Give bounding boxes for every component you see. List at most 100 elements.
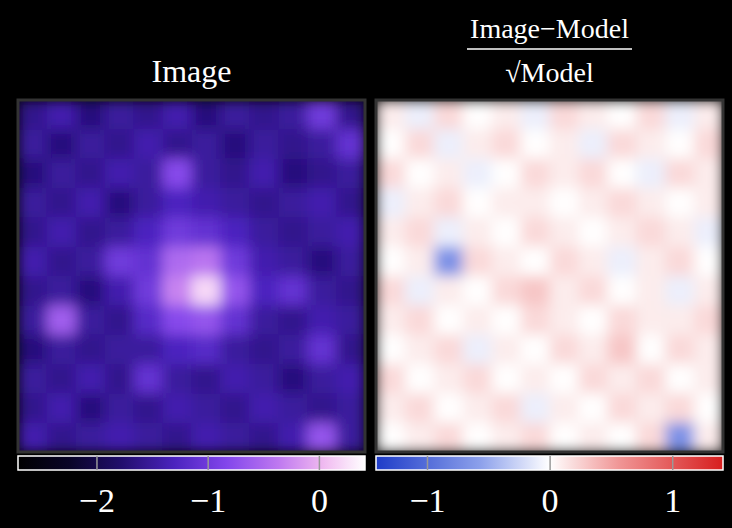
cell bbox=[134, 159, 164, 189]
cell bbox=[463, 188, 493, 218]
cell bbox=[492, 129, 522, 159]
cell bbox=[434, 159, 464, 189]
cell bbox=[434, 129, 464, 159]
cell bbox=[434, 335, 464, 365]
cell bbox=[665, 364, 695, 394]
cell bbox=[220, 188, 250, 218]
cell bbox=[492, 276, 522, 306]
cell bbox=[521, 217, 551, 247]
cell bbox=[492, 159, 522, 189]
cell bbox=[163, 217, 193, 247]
cell bbox=[550, 188, 580, 218]
cell bbox=[578, 335, 608, 365]
cell bbox=[694, 100, 723, 130]
cell bbox=[336, 393, 365, 423]
cell bbox=[278, 247, 308, 277]
cell bbox=[376, 129, 406, 159]
cell bbox=[278, 188, 308, 218]
cell bbox=[307, 276, 337, 306]
cell bbox=[192, 217, 222, 247]
cell bbox=[434, 364, 464, 394]
cell bbox=[76, 188, 106, 218]
cell bbox=[76, 423, 106, 452]
cell bbox=[307, 335, 337, 365]
cell bbox=[307, 364, 337, 394]
cell bbox=[336, 129, 365, 159]
cell bbox=[492, 188, 522, 218]
cell bbox=[192, 247, 222, 277]
cell bbox=[307, 159, 337, 189]
cell bbox=[220, 423, 250, 452]
cell bbox=[134, 393, 164, 423]
cell bbox=[278, 100, 308, 130]
cell bbox=[163, 364, 193, 394]
cell bbox=[163, 423, 193, 452]
cell bbox=[578, 247, 608, 277]
cell bbox=[434, 393, 464, 423]
cell bbox=[434, 247, 464, 277]
cell bbox=[607, 188, 637, 218]
cell bbox=[521, 100, 551, 130]
cell bbox=[134, 305, 164, 335]
cell bbox=[105, 100, 135, 130]
cell bbox=[434, 276, 464, 306]
panel-title: Image bbox=[152, 53, 232, 89]
cell bbox=[376, 305, 406, 335]
cell bbox=[405, 217, 435, 247]
cell bbox=[521, 335, 551, 365]
cell bbox=[220, 335, 250, 365]
cell bbox=[492, 423, 522, 452]
cell bbox=[278, 276, 308, 306]
cell bbox=[492, 393, 522, 423]
cell bbox=[278, 217, 308, 247]
cell bbox=[192, 100, 222, 130]
colorbar-tick bbox=[672, 456, 674, 470]
cell bbox=[192, 129, 222, 159]
cell bbox=[665, 217, 695, 247]
cell bbox=[307, 188, 337, 218]
cell bbox=[220, 217, 250, 247]
cell bbox=[550, 129, 580, 159]
cell bbox=[492, 247, 522, 277]
cell bbox=[376, 335, 406, 365]
cell bbox=[220, 100, 250, 130]
cell bbox=[492, 335, 522, 365]
cell bbox=[636, 100, 666, 130]
cell bbox=[47, 159, 77, 189]
cell bbox=[220, 276, 250, 306]
cell bbox=[105, 129, 135, 159]
cell bbox=[134, 423, 164, 452]
cell bbox=[192, 188, 222, 218]
cell bbox=[278, 159, 308, 189]
cell bbox=[105, 159, 135, 189]
cell bbox=[463, 247, 493, 277]
cell bbox=[550, 159, 580, 189]
cell bbox=[578, 100, 608, 130]
cell bbox=[463, 100, 493, 130]
cell bbox=[434, 217, 464, 247]
cell bbox=[607, 129, 637, 159]
colorbar-tick bbox=[427, 456, 429, 470]
cell bbox=[249, 423, 279, 452]
cell bbox=[163, 335, 193, 365]
cell bbox=[192, 305, 222, 335]
cell bbox=[463, 129, 493, 159]
cell bbox=[665, 188, 695, 218]
cell bbox=[307, 100, 337, 130]
cell bbox=[105, 364, 135, 394]
cell bbox=[405, 335, 435, 365]
cell bbox=[636, 305, 666, 335]
heatmap-cells bbox=[376, 100, 723, 452]
cell bbox=[76, 129, 106, 159]
cell bbox=[550, 364, 580, 394]
colorbar bbox=[18, 456, 365, 470]
cell bbox=[405, 276, 435, 306]
cell bbox=[336, 247, 365, 277]
cell bbox=[18, 276, 48, 306]
cell bbox=[665, 423, 695, 452]
cell bbox=[405, 188, 435, 218]
cell bbox=[376, 159, 406, 189]
cell bbox=[665, 335, 695, 365]
cell bbox=[665, 393, 695, 423]
cell bbox=[336, 276, 365, 306]
